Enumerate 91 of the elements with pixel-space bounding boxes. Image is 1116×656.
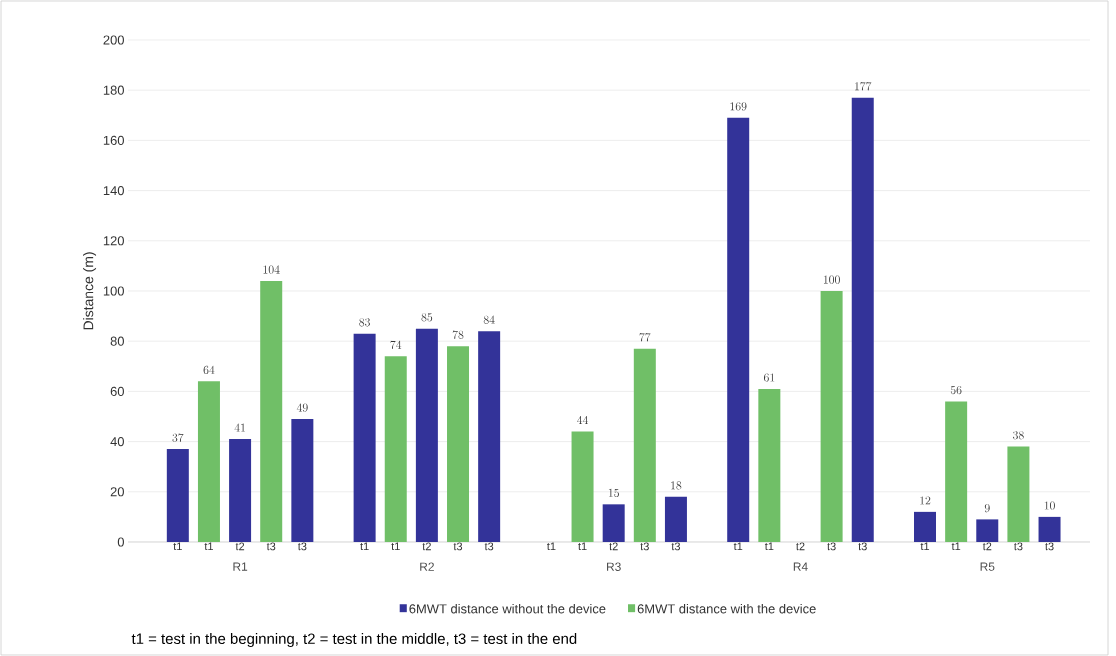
data-label: 64 (203, 365, 215, 375)
x-tick-label: t1 (578, 542, 587, 551)
bar (976, 519, 999, 542)
data-label: 18 (671, 481, 682, 490)
x-tick-label: t1 (360, 542, 369, 551)
bar (353, 333, 376, 542)
bar (384, 356, 407, 542)
data-label: 169 (730, 102, 747, 111)
x-tick-label: t2 (982, 542, 992, 551)
bar (758, 388, 781, 542)
x-tick-label: t2 (235, 542, 245, 551)
data-label: 15 (608, 488, 619, 498)
legend-label: 6MWT distance without the device (409, 603, 606, 614)
y-tick-label: 200 (103, 35, 124, 45)
bar (1038, 516, 1061, 542)
x-tick-label: t3 (640, 542, 649, 551)
x-tick-label: t1 (951, 542, 961, 551)
x-tick-label: t3 (453, 542, 463, 551)
x-tick-label: t1 (173, 542, 182, 551)
x-tick-label: t1 (733, 542, 743, 551)
bar (197, 381, 220, 542)
x-tick-label: t1 (391, 542, 400, 551)
y-tick-label: 0 (117, 537, 124, 547)
y-tick-label: 80 (110, 336, 124, 346)
text: R2 (420, 562, 434, 571)
x-tick-label: t3 (1045, 542, 1054, 551)
data-label: 38 (1013, 431, 1024, 440)
text: R1 (233, 562, 248, 571)
x-tick-label: t2 (796, 542, 805, 551)
y-tick-label: 40 (110, 437, 124, 447)
data-label: 44 (577, 415, 589, 425)
y-tick-label: 180 (103, 85, 124, 95)
bar (166, 449, 189, 542)
data-label: 77 (639, 333, 651, 342)
bar (447, 346, 470, 542)
bar (851, 97, 874, 542)
y-tick-label: 100 (103, 286, 124, 296)
data-label: 37 (172, 433, 184, 442)
x-tick-label: t1 (547, 542, 556, 551)
data-label: 56 (950, 385, 962, 395)
data-label: 74 (390, 340, 402, 349)
data-label: 177 (855, 82, 872, 91)
bar (633, 348, 656, 542)
data-label: 100 (823, 275, 840, 284)
y-tick-label: 20 (110, 487, 124, 497)
data-label: 85 (421, 313, 433, 322)
x-tick-label: t3 (671, 542, 681, 551)
bar (291, 419, 314, 542)
bar (1007, 446, 1030, 542)
bar (478, 331, 501, 542)
y-tick-label: 160 (103, 135, 124, 145)
data-label: 104 (263, 265, 280, 274)
bar (260, 280, 283, 542)
bar (415, 328, 438, 542)
data-label: 78 (452, 330, 464, 339)
data-label: 9 (984, 503, 990, 513)
data-label: 83 (359, 318, 370, 327)
x-tick-label: t1 (764, 542, 774, 551)
data-label: 12 (920, 496, 931, 505)
bar (664, 496, 687, 542)
text: R4 (793, 562, 808, 571)
bar (945, 401, 968, 542)
bar (229, 439, 252, 542)
x-tick-label: t1 (204, 542, 213, 551)
x-tick-label: t3 (484, 542, 494, 551)
data-label: 49 (296, 403, 308, 412)
y-tick-label: 60 (110, 386, 124, 396)
bar (571, 431, 594, 542)
text: t1 = test in the beginning, t2 = test in the middle, t3 = test in the end (131, 633, 577, 647)
x-tick-label: t3 (827, 542, 836, 551)
text: R3 (607, 562, 621, 571)
data-label: 61 (763, 373, 775, 382)
text: R5 (980, 562, 995, 571)
y-tick-label: 120 (103, 236, 124, 246)
data-label: 41 (234, 423, 245, 432)
bar (602, 504, 625, 542)
y-tick-label: 140 (103, 186, 124, 196)
x-tick-label: t2 (609, 542, 618, 551)
x-tick-label: t3 (297, 542, 307, 551)
x-tick-label: t2 (422, 542, 431, 551)
bar (914, 511, 937, 542)
x-tick-label: t3 (1014, 542, 1023, 551)
x-tick-label: t3 (266, 542, 276, 551)
bar (820, 290, 843, 542)
legend-label: 6MWT distance with the device (637, 603, 816, 614)
bar (727, 117, 750, 542)
x-tick-label: t1 (920, 542, 930, 551)
x-tick-label: t3 (858, 542, 867, 551)
data-label: 84 (483, 315, 495, 324)
data-label: 10 (1044, 501, 1055, 510)
y-axis-title: Distance (m) (83, 252, 97, 330)
